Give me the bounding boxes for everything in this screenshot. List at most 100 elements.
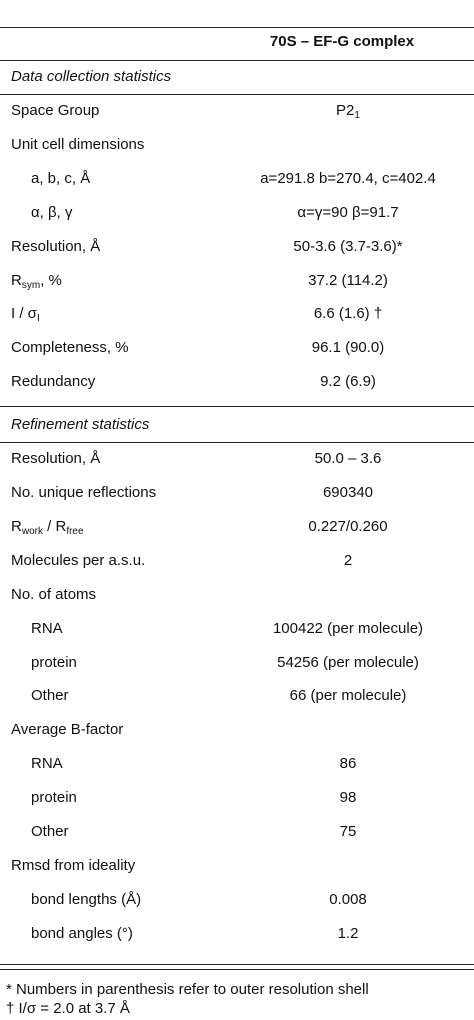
text: 6.6 (1.6) † [313, 305, 383, 323]
text: R [11, 517, 22, 535]
text: RNA [31, 619, 63, 637]
text: Other [31, 687, 69, 705]
rule [0, 969, 474, 970]
row-value: α=γ=90 β=91.7 [297, 204, 398, 222]
row-label: α, β, γ [31, 204, 72, 222]
row-label: protein [31, 654, 77, 672]
text: 0.008 [329, 890, 367, 908]
text: bond angles (°) [31, 924, 133, 942]
row-value: 50.0 – 3.6 [315, 450, 382, 468]
subscript: free [66, 525, 84, 537]
row-value: 1.2 [338, 925, 359, 943]
rule [0, 27, 474, 28]
text: protein [31, 653, 77, 671]
text: 100422 (per molecule) [272, 619, 424, 637]
text: Resolution, Å [11, 237, 101, 255]
text: 50-3.6 (3.7-3.6)* [293, 237, 403, 255]
row-value: 100422 (per molecule) [273, 620, 423, 638]
text: 690340 [322, 484, 374, 501]
text: 98 [339, 789, 357, 807]
rule [0, 406, 474, 408]
row-value: 0.008 [329, 891, 367, 909]
text: α=γ=90 β=91.7 [297, 203, 399, 221]
row-label: Completeness, % [11, 339, 129, 357]
text: 54256 (per molecule) [277, 653, 419, 671]
row-value: 50-3.6 (3.7-3.6)* [293, 238, 402, 256]
row-label: protein [31, 789, 77, 807]
row-label: bond angles (°) [31, 925, 133, 943]
text: P2 [336, 102, 355, 119]
row-label: Other [31, 687, 69, 705]
section-title: Refinement statistics [11, 416, 150, 434]
text: R [11, 271, 22, 289]
row-value: 75 [340, 823, 357, 841]
row-value: a=291.8 b=270.4, c=402.4 [260, 170, 436, 188]
text: I / σ [11, 305, 37, 323]
row-label: Resolution, Å [11, 238, 100, 256]
row-label: Space Group [11, 102, 99, 120]
row-value: 37.2 (114.2) [308, 272, 388, 290]
section-title: Data collection statistics [11, 68, 172, 85]
row-label: Rsym, % [11, 271, 62, 291]
text: 1.2 [337, 924, 359, 942]
text: a, b, c, Å [31, 169, 91, 187]
text: Rmsd from ideality [11, 856, 136, 874]
row-label: RNA [31, 755, 63, 773]
text: Completeness, % [11, 339, 129, 357]
row-value: P21 [336, 102, 360, 121]
row-label: Molecules per a.s.u. [11, 552, 145, 570]
text: 75 [339, 823, 357, 840]
row-label: Rmsd from ideality [11, 857, 135, 875]
row-value: 96.1 (90.0) [312, 339, 385, 357]
row-label: No. unique reflections [11, 484, 156, 502]
text: 86 [339, 755, 357, 773]
rule [0, 60, 474, 61]
text: 0.227/0.260 [308, 517, 388, 535]
row-label: Rwork / Rfree [11, 517, 84, 537]
text: 9.2 (6.9) [320, 373, 376, 391]
row-label: Resolution, Å [11, 450, 100, 468]
footnote: † I/σ = 2.0 at 3.7 Å [6, 1000, 130, 1017]
text: RNA [31, 755, 63, 773]
text: Molecules per a.s.u. [11, 551, 146, 569]
row-value: 2 [344, 552, 352, 570]
row-value: 86 [340, 755, 357, 773]
row-value: 6.6 (1.6) † [314, 305, 382, 323]
text: bond lengths (Å) [31, 890, 142, 908]
row-value: 690340 [323, 484, 373, 502]
text: 2 [343, 551, 353, 569]
row-label: I / σI [11, 305, 40, 325]
row-label: RNA [31, 620, 63, 638]
text: Average B-factor [11, 721, 124, 739]
row-label: bond lengths (Å) [31, 891, 141, 909]
row-label: No. of atoms [11, 586, 96, 604]
rule [0, 94, 474, 95]
row-label: Other [31, 823, 69, 841]
text: 37.2 (114.2) [308, 271, 388, 289]
text: Resolution, Å [11, 450, 101, 468]
text: No. of atoms [11, 585, 97, 603]
rule [0, 964, 474, 965]
row-value: 66 (per molecule) [290, 687, 407, 705]
text: Unit cell dimensions [11, 135, 145, 153]
column-header: 70S – EF-G complex [269, 33, 415, 50]
text: No. unique reflections [11, 484, 157, 501]
text: 96.1 (90.0) [311, 339, 385, 357]
row-value: 54256 (per molecule) [277, 654, 419, 672]
row-label: Redundancy [11, 373, 95, 391]
row-label: Unit cell dimensions [11, 136, 144, 154]
text: Redundancy [11, 373, 96, 391]
text: a=291.8 b=270.4, c=402.4 [260, 169, 436, 187]
subscript: I [36, 313, 40, 325]
text: Space Group [11, 102, 100, 119]
text: 50.0 – 3.6 [314, 450, 382, 468]
rule [0, 442, 474, 444]
text: , % [40, 271, 62, 289]
row-value: 98 [340, 789, 357, 807]
text: / R [42, 517, 67, 535]
row-value: 0.227/0.260 [308, 518, 387, 536]
row-value: 9.2 (6.9) [320, 373, 376, 391]
text: α, β, γ [31, 203, 73, 221]
subscript: sym [21, 279, 41, 291]
